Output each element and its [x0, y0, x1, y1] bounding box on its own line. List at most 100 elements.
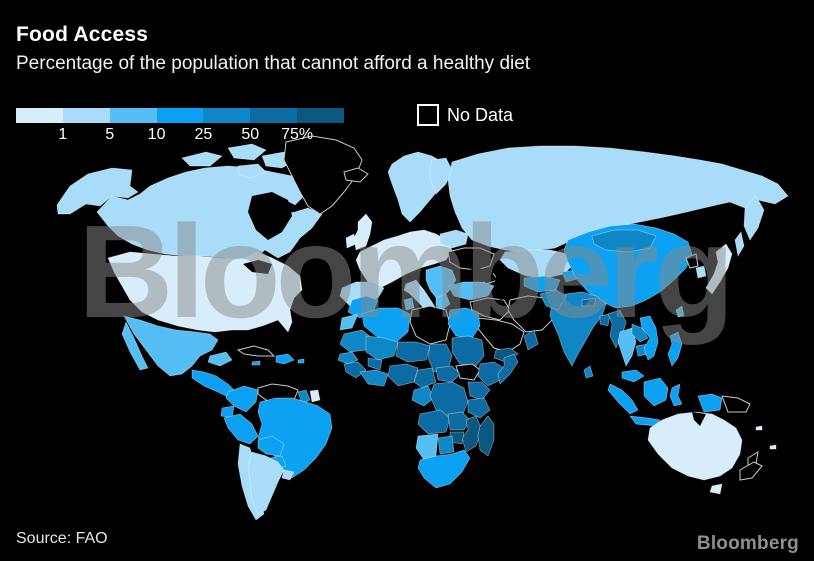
no-data-legend-item: No Data — [417, 104, 513, 126]
region-finland — [429, 157, 453, 195]
region-taiwan — [675, 305, 685, 318]
no-data-label: No Data — [447, 105, 514, 125]
region-sudan — [451, 335, 485, 367]
region-iceland — [343, 167, 369, 183]
legend-tick-label: 10 — [147, 126, 166, 143]
region-bolivia — [257, 435, 285, 457]
region-colombia — [225, 385, 259, 413]
region-baja-california — [121, 321, 149, 371]
region-niger — [395, 341, 431, 363]
legend-swatch-3 — [109, 108, 157, 123]
legend-swatch-4 — [156, 108, 204, 123]
region-australia — [647, 411, 743, 481]
region-russia — [447, 145, 789, 253]
region-south-sudan — [455, 363, 481, 381]
black-sea-water — [458, 268, 494, 282]
region-guinea — [343, 361, 367, 379]
legend-swatch-1 — [16, 108, 63, 123]
region-central-african-republic — [435, 365, 461, 383]
region-yucatan — [207, 351, 233, 367]
chart-header: Food Access Percentage of the population… — [16, 22, 530, 76]
region-madagascar — [477, 415, 495, 457]
region-south-africa — [417, 449, 471, 489]
region-western-sahara — [339, 313, 359, 331]
region-kamchatka — [743, 195, 765, 241]
region-sulawesi — [669, 383, 683, 407]
legend-swatch-7 — [297, 108, 345, 123]
region-belarus-baltics — [439, 229, 469, 249]
region-pakistan — [539, 289, 567, 311]
region-turkey — [447, 281, 495, 301]
region-uzbekistan-turkmenistan — [523, 275, 561, 293]
region-oman — [523, 329, 539, 351]
region-sri-lanka — [583, 365, 594, 379]
region-sumatra — [607, 383, 639, 415]
color-scale-ticks: 1 5 10 25 50 75% — [16, 126, 344, 146]
legend-tick-label: 50 — [241, 126, 260, 143]
legend-tick-label: 25 — [194, 126, 213, 143]
chart-title: Food Access — [16, 23, 149, 46]
chart-subtitle: Percentage of the population that cannot… — [16, 53, 531, 74]
color-scale-legend: 1 5 10 25 50 75% — [16, 108, 345, 146]
region-pacific-island — [769, 444, 777, 450]
region-libya — [409, 305, 451, 345]
region-pacific-island — [755, 425, 763, 431]
region-algeria — [361, 307, 411, 345]
region-south-korea — [695, 265, 707, 279]
legend-swatch-6 — [250, 108, 298, 123]
region-somalia — [497, 353, 519, 385]
region-balkans — [425, 265, 457, 301]
region-angola — [417, 409, 451, 435]
region-japan — [705, 243, 733, 295]
region-mali — [365, 335, 399, 361]
region-uruguay — [281, 469, 295, 481]
region-mexico — [123, 315, 219, 377]
region-uk — [353, 213, 373, 251]
color-scale-bar — [16, 108, 345, 123]
region-tunisia — [403, 297, 415, 311]
region-arctic-islands — [237, 163, 267, 179]
region-argentina — [247, 451, 285, 515]
region-north-korea — [685, 253, 699, 269]
region-tanzania — [467, 397, 491, 419]
great-lakes-water — [243, 260, 272, 274]
region-arctic-islands — [227, 143, 267, 161]
hudson-bay-water — [248, 192, 292, 240]
region-senegal — [337, 351, 359, 365]
region-tasmania — [709, 483, 723, 495]
region-cote-divoire-ghana — [359, 369, 389, 387]
region-burkina-faso — [367, 357, 383, 371]
region-borneo — [643, 377, 669, 407]
region-gabon-congo — [411, 385, 435, 407]
caspian-sea-water — [494, 272, 514, 300]
legend-swatch-2 — [62, 108, 110, 123]
region-egypt — [447, 307, 481, 339]
source-note: Source: FAO — [16, 530, 108, 547]
region-cameroon — [413, 367, 437, 389]
legend-tick-label: 75% — [281, 126, 314, 143]
region-alaska — [56, 167, 139, 215]
region-nepal — [581, 297, 597, 307]
region-arctic-islands — [181, 151, 223, 167]
region-greenland — [283, 135, 363, 215]
region-mongolia — [591, 229, 657, 253]
region-hispaniola — [275, 353, 295, 365]
region-peru — [223, 413, 259, 445]
region-papua-new-guinea — [721, 395, 751, 413]
gulf-of-carpentaria-water — [692, 412, 706, 426]
region-new-zealand-south — [739, 461, 763, 481]
region-saudi-arabia — [475, 317, 525, 353]
legend-tick-label: 1 — [58, 126, 68, 143]
region-laos — [631, 323, 649, 343]
legend-tick-label: 5 — [105, 126, 115, 143]
region-guyana — [297, 389, 311, 405]
region-nigeria — [387, 363, 419, 387]
region-vietnam — [639, 315, 659, 361]
region-suriname — [309, 389, 321, 403]
region-malaysia — [621, 369, 645, 383]
region-ukraine — [447, 247, 495, 271]
region-india — [549, 291, 607, 367]
region-philippines — [667, 331, 683, 367]
